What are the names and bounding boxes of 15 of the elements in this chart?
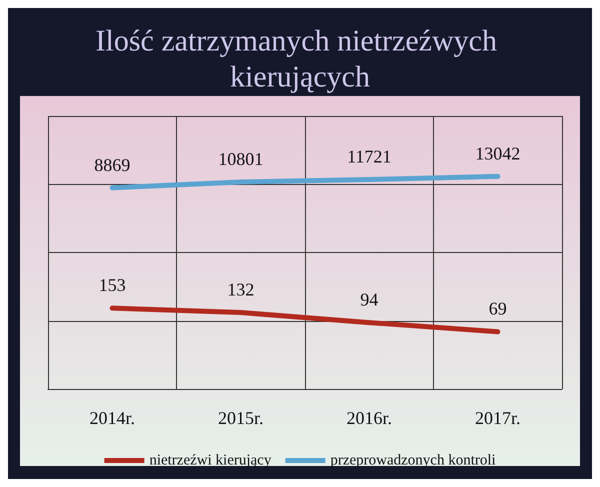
x-tick-label: 2016r.: [346, 408, 392, 428]
data-label: 8869: [94, 154, 130, 175]
x-tick-label: 2015r.: [218, 408, 264, 428]
data-label: 13042: [475, 143, 520, 164]
x-tick-label: 2017r.: [474, 408, 521, 428]
legend-label: nietrzeźwi kierujący: [149, 452, 272, 468]
data-label: 11721: [347, 146, 392, 167]
chart-title: Ilość zatrzymanych nietrzeźwych kierujących: [96, 24, 504, 94]
data-label: 153: [98, 275, 126, 296]
data-label: 10801: [218, 148, 264, 169]
data-label: 132: [227, 280, 254, 300]
data-label: 69: [488, 298, 507, 319]
x-tick-label: 2014r.: [89, 408, 136, 428]
data-label: 94: [360, 290, 378, 310]
legend-label: przeprowadzonych kontroli: [330, 452, 496, 468]
